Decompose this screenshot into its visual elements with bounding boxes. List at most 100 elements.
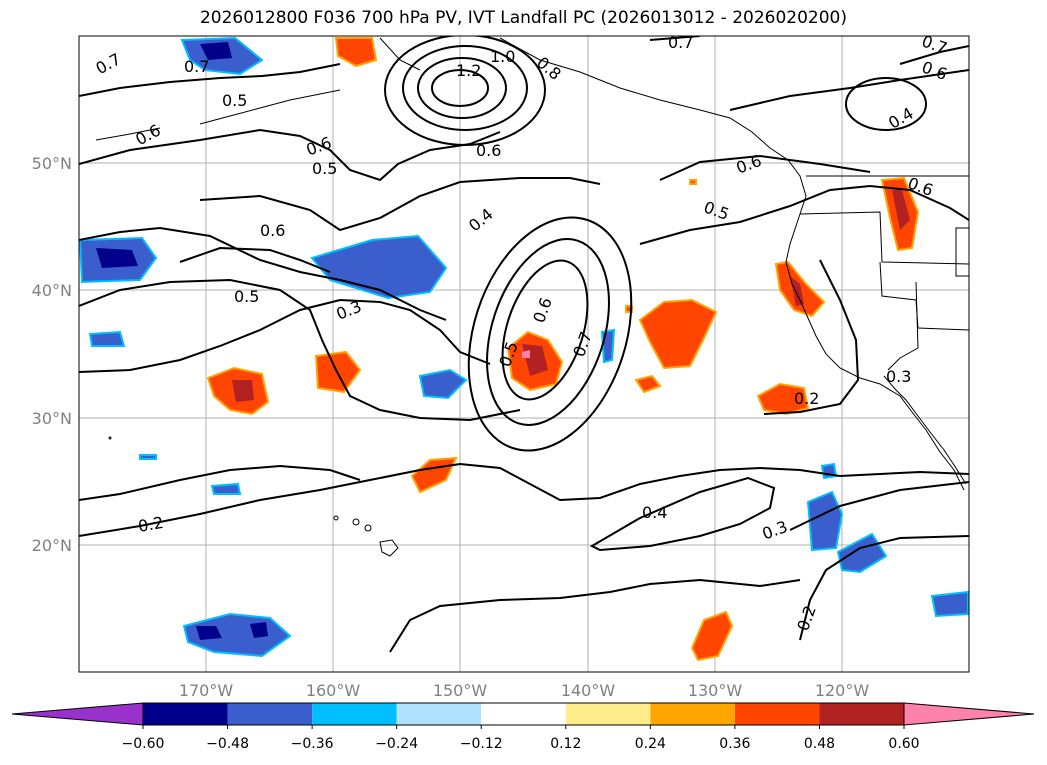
negative-patch	[96, 248, 138, 268]
negative-patch	[210, 482, 242, 495]
negative-patch	[600, 328, 616, 364]
contour-label: 0.5	[234, 287, 259, 306]
colorbar-bin	[312, 703, 397, 725]
colorbar-bin	[819, 703, 904, 725]
contour-label: 0.3	[886, 367, 911, 386]
negative-patch	[418, 368, 468, 400]
negative-patch	[250, 622, 268, 638]
colorbar-tick-label: 0.48	[804, 736, 835, 752]
contour-label: 0.7	[668, 33, 693, 52]
contour-label: 1.0	[490, 47, 515, 66]
colorbar-bin	[396, 703, 482, 725]
negative-patch	[139, 454, 157, 460]
negative-patch	[88, 330, 126, 347]
colorbar-extend-high	[903, 702, 1035, 726]
contour-line	[501, 259, 589, 401]
colorbar-extend-low	[11, 702, 144, 726]
island-chain	[95, 127, 161, 141]
map-plot-area: 0.7 0.7 0.5 0.6 1.0 1.2 0.8 0.6 0.6 0.5 …	[79, 33, 969, 672]
colorbar-bin	[734, 703, 820, 725]
map-title: 2026012800 F036 700 hPa PV, IVT Landfall…	[199, 8, 847, 28]
contour-label: 0.7	[184, 57, 209, 76]
colorbar-tick-label: 0.24	[635, 736, 666, 752]
positive-patch	[689, 179, 697, 185]
contour-line	[789, 481, 969, 531]
coastlines	[95, 37, 969, 491]
lon-label: 120°W	[815, 681, 870, 700]
contour-line	[799, 535, 969, 641]
lat-label: 50°N	[32, 154, 72, 173]
state-border	[887, 281, 919, 371]
contour-label: 0.5	[312, 159, 337, 178]
contour-label: 1.2	[456, 61, 481, 80]
positive-patch	[756, 382, 810, 416]
contour-line	[384, 36, 546, 146]
positive-patch	[892, 190, 910, 230]
state-border	[879, 261, 969, 331]
positive-patch	[690, 610, 734, 662]
longitude-labels: 170°W 160°W 150°W 140°W 130°W 120°W	[179, 681, 870, 700]
negative-patch	[930, 590, 969, 618]
contour-label: 0.2	[794, 389, 819, 408]
baja-coast	[883, 375, 967, 485]
contour-line	[845, 77, 927, 131]
state-border	[799, 211, 969, 265]
contour-line	[179, 246, 331, 273]
colorbar-bin	[143, 703, 228, 725]
colorbar-tick-label: 0.36	[719, 736, 750, 752]
alaska-coast	[379, 37, 421, 71]
contour-line	[79, 226, 447, 321]
negative-patch	[310, 234, 448, 300]
contour-label: 0.6	[260, 221, 285, 240]
state-border	[955, 227, 969, 277]
contour-line	[79, 278, 521, 422]
contour-line	[467, 216, 633, 452]
map-frame	[78, 35, 970, 673]
contour-line	[199, 177, 601, 232]
negative-patch	[806, 490, 844, 552]
lon-label: 160°W	[306, 681, 361, 700]
colorbar-frame	[142, 702, 905, 726]
positive-patch	[232, 380, 254, 402]
negative-patch	[196, 626, 222, 640]
colorbar-bin	[481, 703, 566, 725]
latitude-labels: 50°N 40°N 30°N 20°N	[32, 154, 72, 555]
gridlines	[79, 36, 969, 672]
colorbar-tick-label: 0.60	[888, 736, 919, 752]
pv-contours	[79, 36, 969, 653]
ivt-shading	[79, 36, 969, 662]
contour-line	[79, 464, 361, 501]
contour-line	[763, 259, 860, 415]
colorbar-tick-label: −0.24	[375, 736, 418, 752]
contour-line	[79, 462, 969, 537]
lon-label: 140°W	[561, 681, 616, 700]
positive-patch	[634, 374, 662, 394]
colorbar-tick-label: −0.60	[122, 736, 165, 752]
contour-line	[389, 578, 801, 653]
contour-line	[79, 298, 491, 373]
positive-patch	[638, 298, 718, 370]
contour-line	[589, 476, 776, 552]
colorbar-bin	[650, 703, 735, 725]
island-chain	[199, 89, 341, 125]
contour-label: 0.2	[137, 513, 165, 536]
hawaiian-islands	[108, 436, 399, 557]
positive-patch	[790, 276, 804, 306]
contour-line	[417, 57, 507, 119]
contour-label: 0.6	[476, 141, 501, 160]
lon-label: 150°W	[433, 681, 488, 700]
positive-patch	[334, 37, 378, 68]
colorbar-tick-label: −0.12	[460, 736, 503, 752]
contour-line	[79, 63, 341, 97]
contour-line	[729, 69, 969, 111]
colorbar-bin	[565, 703, 651, 725]
contour-label: 0.5	[222, 91, 247, 110]
colorbar-bin	[227, 703, 313, 725]
contour-line	[659, 154, 871, 181]
contour-line	[486, 238, 610, 426]
contour-label: 0.4	[642, 503, 667, 522]
lon-label: 170°W	[179, 681, 234, 700]
contour-line	[79, 128, 501, 182]
north-america-coast	[499, 37, 965, 491]
